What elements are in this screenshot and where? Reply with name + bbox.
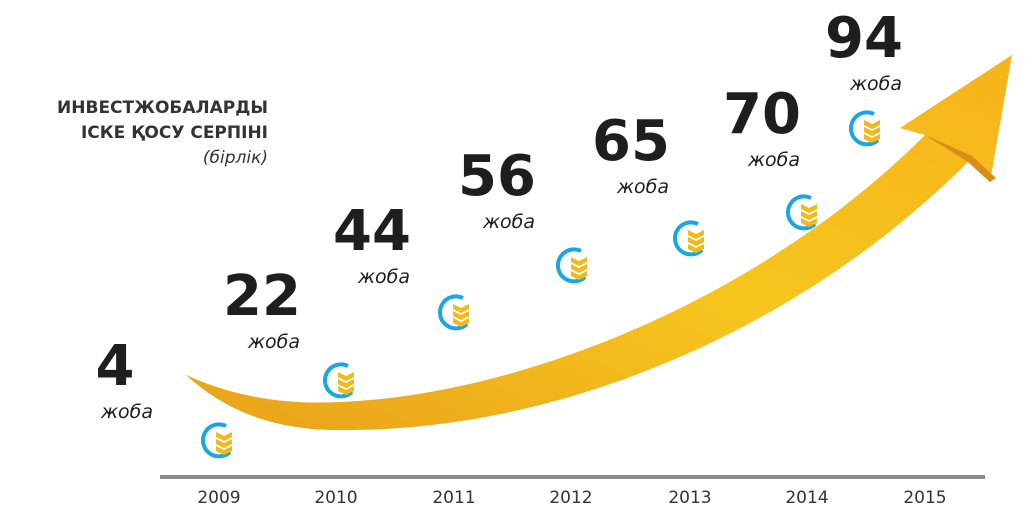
- value: 94: [825, 6, 903, 71]
- icon-leaf: [338, 372, 354, 381]
- icon: [788, 196, 817, 228]
- icon-leaf: [571, 257, 587, 266]
- year: 2012: [549, 488, 592, 508]
- value-unit: жоба: [616, 176, 669, 198]
- value-unit: жоба: [247, 331, 300, 353]
- icon-leaf: [688, 230, 704, 239]
- value-unit: жоба: [100, 401, 153, 423]
- icon: [558, 249, 587, 281]
- icon: [203, 424, 232, 456]
- infographic: ИНВЕСТЖОБАЛАРДЫ ІСКЕ ҚОСУ СЕРПІНІ (бірлі…: [0, 0, 1025, 511]
- year: 2009: [197, 488, 240, 508]
- icon: [325, 364, 354, 396]
- year: 2014: [785, 488, 828, 508]
- icon: [440, 296, 469, 328]
- value: 22: [223, 264, 301, 329]
- value-unit: жоба: [849, 73, 902, 95]
- icon-leaf: [801, 204, 817, 213]
- value: 70: [723, 82, 801, 147]
- title-line: ІСКЕ ҚОСУ СЕРПІНІ: [81, 123, 268, 143]
- value-unit: жоба: [357, 266, 410, 288]
- value: 65: [592, 109, 670, 174]
- year: 2011: [432, 488, 475, 508]
- icon-leaf: [453, 304, 469, 313]
- year: 2010: [314, 488, 357, 508]
- title-line: ИНВЕСТЖОБАЛАРДЫ: [57, 98, 268, 118]
- title-unit: (бірлік): [203, 148, 268, 168]
- icon: [675, 222, 704, 254]
- value-unit: жоба: [482, 211, 535, 233]
- year: 2013: [668, 488, 711, 508]
- value: 44: [333, 199, 411, 264]
- value: 4: [96, 334, 135, 399]
- value: 56: [458, 144, 536, 209]
- value-unit: жоба: [747, 149, 800, 171]
- icon-leaf: [216, 432, 232, 441]
- icon-leaf: [864, 120, 880, 129]
- icon: [851, 112, 880, 144]
- year: 2015: [903, 488, 946, 508]
